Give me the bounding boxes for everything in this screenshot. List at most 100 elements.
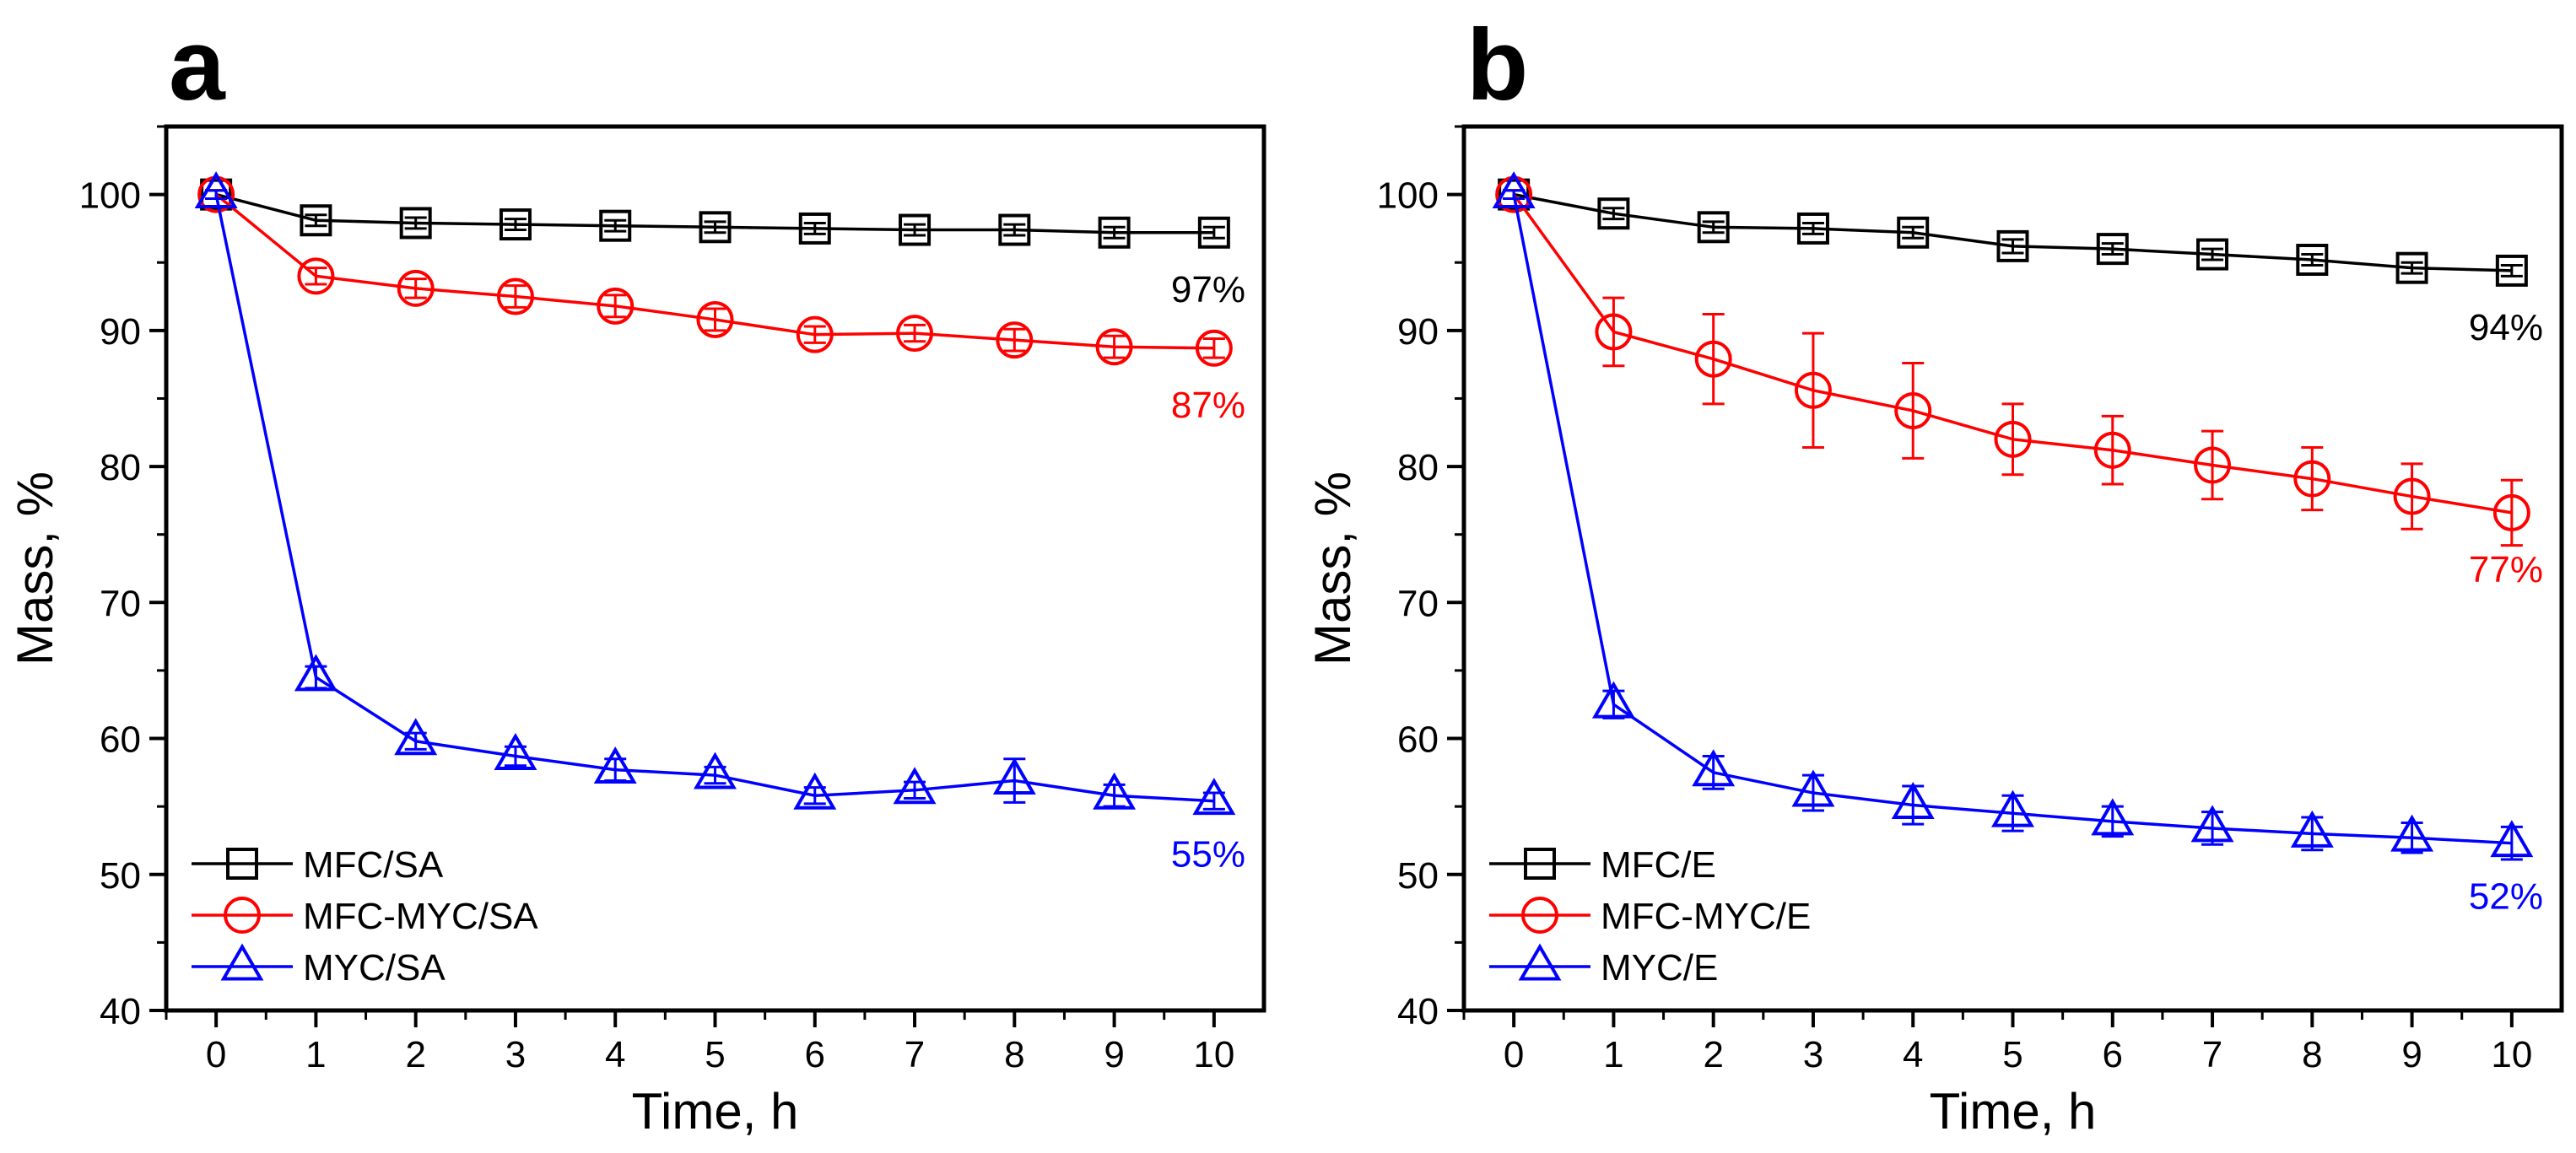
legend-label: MFC-MYC/SA [303, 896, 538, 937]
data-point [499, 208, 532, 241]
error-bar [1202, 225, 1225, 240]
data-point [399, 207, 432, 240]
legend-label: MYC/E [1601, 947, 1718, 989]
x-tick-label: 5 [705, 1034, 725, 1075]
data-point [2096, 233, 2129, 266]
data-point [1498, 178, 1531, 211]
error-bar [1702, 312, 1725, 406]
error-bar [504, 218, 527, 232]
error-bar [2400, 261, 2423, 275]
x-tick-label: 1 [305, 1034, 326, 1075]
series-square: 97% [200, 178, 1245, 310]
error-bar [2500, 263, 2523, 277]
data-point [893, 767, 937, 805]
x-axis-title: Time, h [632, 1083, 799, 1140]
data-point [2290, 810, 2334, 848]
y-tick-label: 40 [1397, 991, 1439, 1032]
error-bar [2101, 805, 2124, 838]
data-point [796, 315, 834, 353]
error-bar [2201, 247, 2224, 261]
legend-entry: MFC-MYC/E [1489, 896, 1811, 937]
data-point [1192, 778, 1236, 816]
data-point [1996, 229, 2029, 262]
legend: MFC/SA MFC-MYC/SA MYC/SA [192, 844, 538, 989]
error-bar [904, 323, 926, 343]
series-square: 94% [1498, 178, 2543, 348]
error-bar [2001, 238, 2024, 255]
x-tick-label: 0 [206, 1034, 226, 1075]
x-tick-label: 2 [1703, 1034, 1723, 1075]
chart-panel-b: b 0 1 2 3 4 5 6 7 8 9 10 40 50 60 70 80 90 100 Time, h Mass,… [1304, 8, 2564, 1140]
error-bar [904, 223, 926, 237]
legend-marker [226, 848, 258, 880]
legend-marker [1524, 848, 1556, 880]
data-point [1991, 789, 2034, 827]
x-tick-label: 10 [1193, 1034, 1234, 1075]
y-axis-title: Mass, % [1304, 471, 1361, 665]
panel-label: a [169, 8, 226, 121]
error-bar [1003, 223, 1026, 237]
y-tick-label: 70 [100, 583, 141, 624]
y-tick-label: 80 [100, 447, 141, 488]
data-point [793, 772, 837, 810]
data-point [694, 752, 737, 789]
y-tick-label: 80 [1397, 447, 1439, 488]
y-tick-label: 60 [100, 719, 141, 761]
legend-entry: MFC/SA [192, 844, 444, 886]
data-point [2194, 446, 2232, 484]
error-bar [1801, 331, 1824, 450]
legend-marker [1518, 943, 1562, 981]
legend: MFC/E MFC-MYC/E MYC/E [1489, 844, 1811, 989]
error-bar [305, 267, 327, 286]
data-point [597, 287, 635, 325]
legend-marker [1521, 897, 1558, 934]
data-point [300, 204, 332, 237]
chart-panel-a: a 0 1 2 3 4 5 6 7 8 9 10 40 50 60 70 80 90 100 Time, h Mass,… [7, 8, 1266, 1140]
data-point [2196, 238, 2229, 271]
data-point [394, 718, 438, 756]
error-bar [2001, 402, 2024, 477]
error-bar [604, 218, 627, 233]
data-point [896, 315, 934, 353]
error-bar [704, 307, 726, 332]
error-bar [2301, 253, 2324, 267]
error-bar [2201, 429, 2224, 501]
data-point [696, 300, 734, 338]
data-point [2091, 798, 2135, 836]
data-point [1595, 313, 1633, 351]
data-point [1791, 769, 1835, 807]
data-point [2296, 244, 2329, 277]
x-tick-label: 1 [1603, 1034, 1623, 1075]
data-point [294, 654, 338, 692]
data-point [2390, 814, 2434, 852]
data-point [2393, 477, 2431, 515]
data-point [899, 213, 932, 246]
x-tick-label: 8 [2302, 1034, 2322, 1075]
data-point [397, 269, 435, 307]
data-point [1597, 197, 1630, 230]
legend-entry: MYC/E [1489, 943, 1718, 989]
panel-label: b [1466, 8, 1528, 121]
error-bar [1003, 327, 1026, 353]
x-tick-label: 2 [405, 1034, 425, 1075]
end-value-label: 52% [2469, 876, 2543, 918]
x-axis-title: Time, h [1930, 1083, 2097, 1140]
x-tick-label: 10 [2491, 1034, 2532, 1075]
data-point [297, 257, 335, 295]
y-axis-title: Mass, % [7, 471, 63, 665]
error-bar [1103, 334, 1126, 359]
legend-marker [224, 897, 261, 934]
legend-label: MFC/E [1601, 844, 1716, 886]
x-tick-label: 3 [505, 1034, 526, 1075]
data-point [992, 757, 1036, 795]
end-value-label: 87% [1171, 385, 1245, 426]
y-tick-label: 50 [100, 855, 141, 897]
data-point [998, 213, 1031, 246]
legend-label: MFC/SA [303, 844, 444, 886]
data-point [1697, 211, 1730, 244]
legend-entry: MYC/SA [192, 943, 446, 989]
data-point [798, 212, 831, 245]
error-bar [1602, 207, 1625, 221]
